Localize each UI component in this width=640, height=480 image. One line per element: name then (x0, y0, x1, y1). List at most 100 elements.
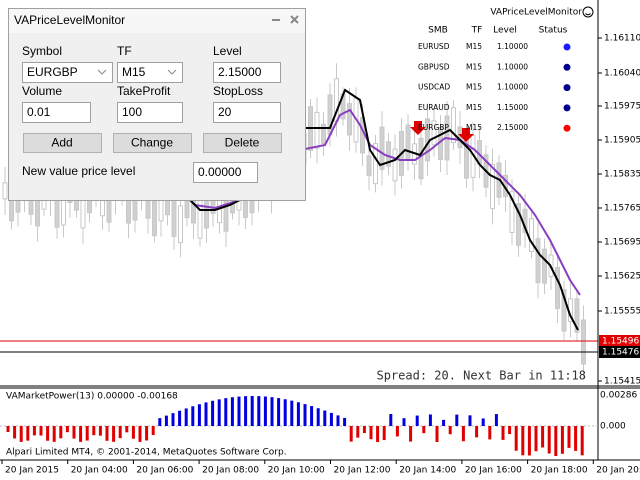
candle-body (542, 248, 547, 284)
histogram-bar-down (19, 426, 23, 442)
time-label: 20 Jan 14:00 (399, 466, 456, 476)
histogram-bar-up (389, 414, 393, 426)
dropdown-arrow (167, 69, 177, 75)
candle-body (574, 298, 580, 333)
histogram-bar-up (263, 396, 267, 426)
histogram-bar-down (79, 426, 83, 442)
candle-body (178, 205, 183, 244)
dropdown[interactable] (22, 62, 113, 83)
histogram-bar-down (32, 426, 36, 436)
histogram-bar-down (475, 426, 479, 438)
histogram-bar-down (98, 426, 102, 436)
button[interactable] (203, 133, 282, 153)
panel-title: VAPriceLevelMonitor (14, 13, 125, 27)
status-indicator (563, 43, 571, 51)
time-label: 20 Jan 08:00 (202, 466, 259, 476)
histogram-bar-up (428, 414, 432, 426)
smiley-mouth (585, 13, 591, 16)
text-input[interactable] (117, 102, 183, 123)
candle-body (581, 319, 586, 365)
arrow-down (410, 121, 426, 135)
histogram-bar-down (527, 426, 531, 456)
histogram-bar-up (455, 414, 459, 426)
indicator-axis-label: 0.000 (600, 422, 626, 432)
histogram-bar-up (171, 413, 175, 426)
histogram-bar-down (131, 426, 135, 439)
monitor-level: 1.10000 (497, 62, 528, 71)
field-label: Volume (22, 84, 62, 98)
histogram-bar-up (290, 400, 294, 426)
price-label: 1.15835 (604, 170, 640, 180)
histogram-bar-up (336, 415, 340, 426)
histogram-bar-up (402, 418, 406, 426)
close-button[interactable] (290, 15, 299, 24)
button-label: Delete (225, 136, 260, 150)
candle-body (516, 203, 521, 246)
indicator-axis-label: 0.00286 (600, 391, 637, 401)
histogram-bar-down (488, 426, 492, 440)
button[interactable] (113, 133, 192, 153)
histogram-bar-down (514, 426, 518, 451)
candle-body (314, 111, 320, 149)
histogram-bar-down (65, 426, 69, 433)
histogram-bar-up (184, 408, 188, 426)
histogram-bar-down (138, 426, 142, 442)
histogram-bar-up (164, 415, 168, 426)
histogram-bar-down (85, 426, 89, 441)
histogram-bar-down (501, 426, 505, 440)
histogram-bar-up (230, 397, 234, 426)
histogram-bar-up (415, 415, 419, 426)
histogram-bar-up (191, 406, 195, 426)
button[interactable] (23, 133, 102, 153)
histogram-bar-up (442, 419, 446, 426)
monitor-header: Status (539, 26, 568, 36)
histogram (6, 396, 584, 456)
histogram-bar-down (92, 426, 96, 436)
text-input[interactable] (213, 62, 281, 83)
histogram-bar-down (369, 426, 373, 440)
price-label: 1.15905 (604, 136, 640, 146)
histogram-bar-up (204, 402, 208, 426)
smiley-icon (582, 6, 594, 18)
histogram-bar-up (257, 396, 261, 426)
histogram-bar-up (481, 418, 485, 426)
histogram-bar-down (395, 426, 399, 437)
monitor-tf: M15 (466, 123, 482, 132)
dropdown[interactable] (117, 62, 183, 83)
candle-body (347, 103, 352, 136)
candle-body (2, 182, 8, 200)
histogram-bar-down (151, 426, 155, 436)
moving-average-purple (194, 108, 581, 296)
field-label: StopLoss (213, 84, 263, 98)
time-label: 20 Jan 10:00 (268, 466, 325, 476)
control-panel: VAPriceLevelMonitor Symbol EURGBP TF M15 Lev… (8, 8, 306, 201)
histogram-bar-down (382, 426, 386, 441)
histogram-bar-up (283, 399, 287, 426)
candle-body (431, 120, 437, 146)
histogram-bar-down (574, 426, 578, 451)
field-label: TF (117, 44, 132, 58)
status-indicator (563, 84, 571, 92)
time-label: 20 Jan 06:00 (136, 466, 193, 476)
text-input[interactable] (22, 102, 91, 123)
histogram-bar-down (554, 426, 558, 456)
histogram-bar-up (237, 396, 241, 426)
histogram-bar-down (567, 426, 571, 448)
histogram-bar-down (13, 426, 17, 439)
text-input[interactable] (213, 102, 281, 123)
histogram-bar-up (329, 412, 333, 426)
minimize-button[interactable] (272, 19, 280, 21)
field-value: 0.00000 (198, 165, 242, 179)
histogram-bar-down (118, 426, 122, 439)
monitor-symbol: EURGBP (418, 123, 449, 132)
field-value: 2.15000 (218, 65, 262, 79)
histogram-bar-down (125, 426, 129, 433)
candle-body (184, 199, 190, 219)
histogram-bar-down (461, 426, 465, 442)
candle-body (373, 143, 378, 185)
text-input[interactable] (193, 162, 258, 183)
price-label: 1.16040 (604, 69, 640, 79)
histogram-bar-up (217, 399, 221, 426)
field-value: EURGBP (27, 65, 78, 79)
price-label: 1.15765 (604, 204, 640, 214)
